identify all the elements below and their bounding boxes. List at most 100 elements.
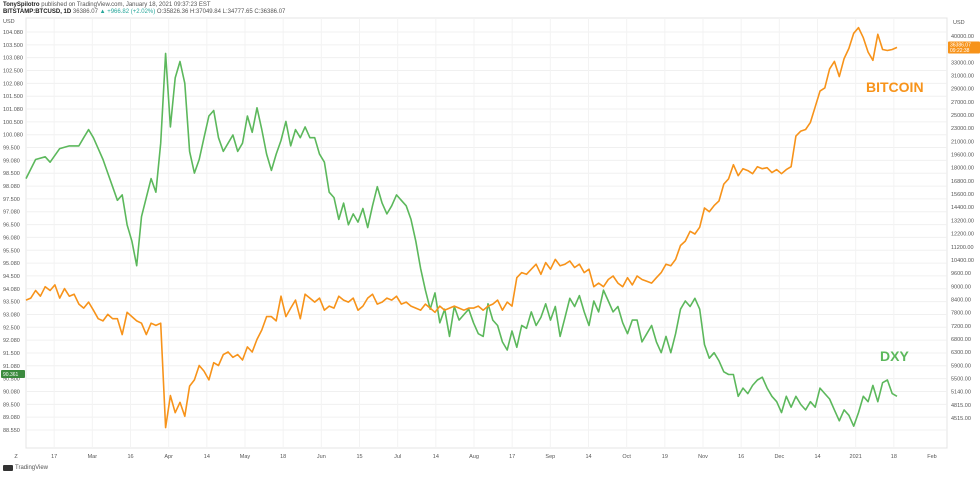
x-axis-tick: Oct	[622, 454, 631, 460]
left-axis-unit: USD	[3, 19, 15, 25]
btc-last-price: 36386.07	[950, 42, 971, 48]
tradingview-footer: TradingView	[3, 465, 48, 471]
last-price: 36386.07	[72, 9, 98, 15]
right-axis-tick: 7200.00	[951, 324, 971, 330]
right-axis-tick: 9600.00	[951, 271, 971, 277]
right-axis-tick: 6300.00	[951, 350, 971, 356]
x-axis-tick: 19	[662, 454, 668, 460]
right-axis-tick: 19600.00	[951, 153, 974, 159]
right-axis-tick: 15600.00	[951, 192, 974, 198]
left-axis-tick: 100.500	[3, 120, 23, 126]
x-axis-tick: Aug	[469, 454, 479, 460]
left-axis-tick: 102.500	[3, 69, 23, 75]
x-axis-tick: Feb	[927, 454, 936, 460]
right-axis-tick: 5500.00	[951, 376, 971, 382]
x-axis-tick: Mar	[88, 454, 98, 460]
left-axis-tick: 90.500	[3, 377, 20, 383]
left-axis-tick: 91.500	[3, 351, 20, 357]
btc-series-line	[25, 26, 898, 429]
x-axis-tick: May	[240, 454, 251, 460]
left-axis-tick: 92.500	[3, 325, 20, 331]
left-axis-tick: 93.500	[3, 300, 20, 306]
right-axis-tick: 18000.00	[951, 166, 974, 172]
btc-countdown: 09:22:38	[950, 48, 970, 54]
right-axis-tick: 12200.00	[951, 232, 974, 238]
right-axis-tick: 8400.00	[951, 297, 971, 303]
x-axis-tick: Nov	[698, 454, 708, 460]
left-axis-tick: 103.080	[3, 56, 23, 62]
right-axis-tick: 5140.00	[951, 390, 971, 396]
x-axis-tick: Jul	[394, 454, 401, 460]
x-axis-tick: 18	[891, 454, 897, 460]
right-axis-tick: 33000.00	[951, 60, 974, 66]
right-axis-tick: 9000.00	[951, 284, 971, 290]
x-axis-tick: 15	[356, 454, 362, 460]
right-axis-tick: 10400.00	[951, 258, 974, 264]
right-axis-tick: 23000.00	[951, 126, 974, 132]
left-axis-tick: 90.080	[3, 389, 20, 395]
x-axis-tick: 16	[738, 454, 744, 460]
left-axis-tick: 104.080	[3, 30, 23, 36]
right-axis-tick: 31000.00	[951, 74, 974, 80]
right-axis-tick: 21000.00	[951, 139, 974, 145]
x-axis-tick: 17	[509, 454, 515, 460]
x-axis-tick: 17	[51, 454, 57, 460]
right-axis-tick: 14400.00	[951, 205, 974, 211]
x-axis-tick: 14	[204, 454, 210, 460]
left-axis-tick: 93.080	[3, 312, 20, 318]
left-axis-tick: 95.080	[3, 261, 20, 267]
left-axis-tick: 95.500	[3, 248, 20, 254]
right-axis-unit: USD	[953, 20, 965, 26]
right-axis-tick: 16800.00	[951, 179, 974, 185]
right-axis-tick: 7800.00	[951, 311, 971, 317]
left-axis-tick: 91.080	[3, 364, 20, 370]
publisher-name: TonySpilotro	[3, 2, 40, 8]
right-axis-tick: 13200.00	[951, 218, 974, 224]
left-axis-tick: 103.500	[3, 43, 23, 49]
x-axis-tick: 18	[280, 454, 286, 460]
right-axis-tick: 4815.00	[951, 403, 971, 409]
left-axis-tick: 97.500	[3, 197, 20, 203]
price-change: ▲ +966.82 (+2.02%)	[99, 9, 156, 15]
bitcoin-label: BITCOIN	[866, 79, 924, 95]
left-axis-tick: 97.080	[3, 210, 20, 216]
dxy-last-price: 90.361	[3, 372, 19, 378]
publish-date: published on TradingView.com, January 18…	[41, 2, 211, 8]
left-axis-tick: 89.080	[3, 415, 20, 421]
plot-frame	[25, 17, 948, 449]
symbol-info: BITSTAMP:BTCUSD, 1D 36386.07 ▲ +966.82 (…	[3, 9, 285, 15]
x-axis-tick: 14	[433, 454, 439, 460]
left-axis-tick: 101.500	[3, 94, 23, 100]
btc-price-tag	[948, 41, 980, 54]
right-axis-tick: 5900.00	[951, 363, 971, 369]
dxy-label: DXY	[880, 348, 909, 364]
x-axis-tick: Apr	[164, 454, 173, 460]
left-axis-tick: 102.080	[3, 81, 23, 87]
x-axis-tick: Dec	[774, 454, 784, 460]
x-axis-tick: 16	[127, 454, 133, 460]
left-axis-tick: 99.080	[3, 158, 20, 164]
x-axis-tick: Z	[14, 454, 18, 460]
x-axis-tick: 14	[814, 454, 820, 460]
x-axis-tick: Sep	[545, 454, 555, 460]
ohlc-values: O:35826.36 H:37049.84 L:34777.65 C:36386…	[156, 9, 286, 15]
left-axis-tick: 92.080	[3, 338, 20, 344]
left-axis-tick: 98.080	[3, 184, 20, 190]
left-axis-tick: 99.500	[3, 146, 20, 152]
left-axis-tick: 94.080	[3, 287, 20, 293]
left-axis-tick: 96.080	[3, 235, 20, 241]
left-axis-tick: 98.500	[3, 171, 20, 177]
tradingview-brand: TradingView	[15, 465, 49, 471]
right-axis-tick: 11200.00	[951, 245, 974, 251]
symbol-name: BITSTAMP:BTCUSD, 1D	[3, 9, 72, 15]
right-axis-tick: 40000.00	[951, 34, 974, 40]
dxy-price-tag	[1, 370, 25, 378]
left-axis-tick: 96.500	[3, 223, 20, 229]
right-axis-tick: 29000.00	[951, 87, 974, 93]
left-axis-tick: 89.500	[3, 402, 20, 408]
dxy-series-line	[25, 52, 898, 427]
left-axis-tick: 88.550	[3, 428, 20, 434]
left-axis-tick: 101.080	[3, 107, 23, 113]
left-axis-tick: 100.080	[3, 133, 23, 139]
